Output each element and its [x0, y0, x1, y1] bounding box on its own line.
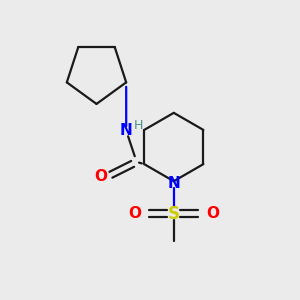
Text: O: O — [129, 206, 142, 221]
Text: N: N — [167, 176, 180, 191]
Text: S: S — [168, 205, 180, 223]
Text: N: N — [120, 123, 133, 138]
Text: O: O — [206, 206, 219, 221]
Text: O: O — [94, 169, 107, 184]
Text: H: H — [134, 119, 143, 132]
